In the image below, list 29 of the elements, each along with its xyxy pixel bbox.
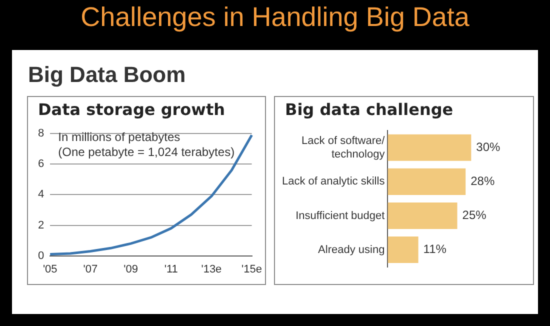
annotation: (One petabyte = 1,024 terabytes) [58, 144, 235, 159]
bar [388, 236, 418, 264]
y-tick-label: 6 [38, 158, 44, 170]
chart-title: Big data challenge [285, 100, 454, 119]
bar [388, 202, 458, 230]
y-tick-label: 4 [38, 188, 44, 201]
x-tick-label: '11 [164, 263, 178, 276]
x-tick-label: '15e [242, 263, 262, 276]
y-tick-label: 8 [38, 128, 44, 140]
chart-title: Data storage growth [38, 100, 225, 119]
x-tick-label: '09 [124, 263, 138, 276]
y-tick-label: Lack of analytic skills [282, 176, 386, 188]
bar [388, 168, 466, 195]
text: Challenges in Handling Big Data [80, 2, 470, 33]
data-label: 25% [462, 208, 487, 222]
x-tick-label: '13e [201, 263, 222, 276]
data-label: 11% [423, 242, 447, 256]
y-tick-label: 0 [38, 250, 44, 262]
y-tick-label: Lack of software/ technology [302, 135, 386, 160]
y-tick-label: 2 [38, 219, 44, 232]
bar [388, 134, 472, 161]
data-label: 28% [470, 174, 495, 188]
x-tick-label: '05 [42, 263, 58, 276]
data-label: 30% [476, 140, 501, 154]
text: Big Data Boom [28, 62, 186, 88]
y-tick-label: Already using [318, 244, 385, 256]
x-tick-label: '07 [83, 263, 98, 276]
annotation: In millions of petabytes [58, 130, 180, 144]
y-tick-label: Insufficient budget [296, 210, 385, 222]
